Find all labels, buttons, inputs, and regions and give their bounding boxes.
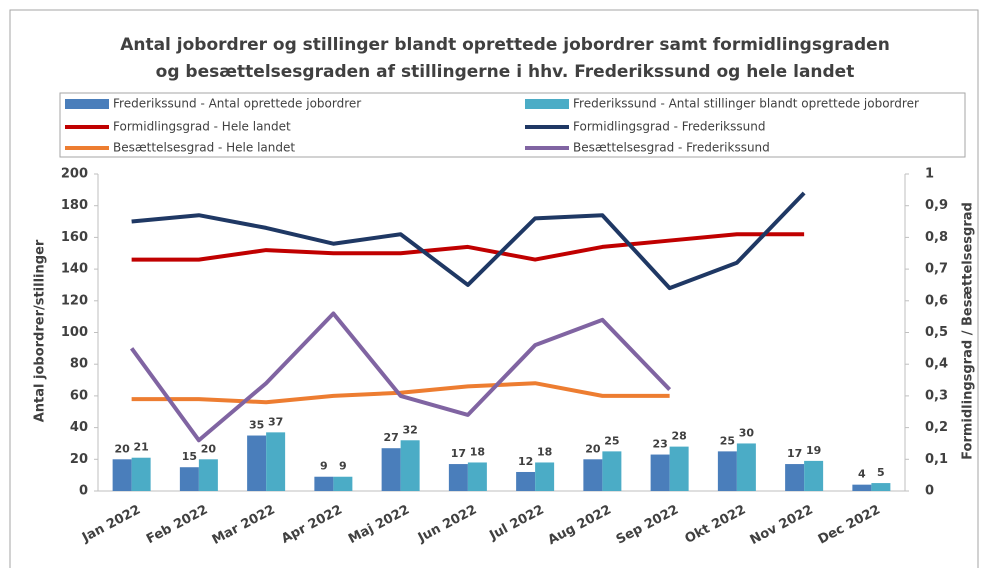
bar-value-label: 15 — [182, 450, 197, 463]
legend-swatch — [65, 99, 109, 109]
y-tick-label: 20 — [70, 452, 88, 467]
y-tick-label: 0 — [79, 484, 88, 499]
bar-value-label: 5 — [877, 466, 885, 479]
legend-label: Besættelsesgrad - Frederikssund — [573, 141, 770, 155]
y-tick-label: 160 — [61, 230, 88, 245]
line-series — [131, 232, 805, 262]
bar-value-label: 23 — [652, 438, 667, 451]
y2-tick-label: 0,8 — [925, 230, 948, 245]
bar — [448, 464, 468, 491]
bar-value-label: 21 — [133, 441, 148, 454]
bar-value-label: 18 — [470, 445, 485, 458]
line-series — [131, 381, 670, 405]
y2-tick-label: 0,1 — [925, 452, 948, 467]
bar — [717, 451, 737, 491]
bar — [516, 471, 536, 491]
chart-title: Antal jobordrer og stillinger blandt opr… — [120, 35, 890, 55]
bar — [602, 451, 622, 491]
y2-tick-label: 0,4 — [925, 357, 948, 372]
legend-label: Formidlingsgrad - Frederikssund — [573, 120, 765, 134]
y2-tick-label: 0,2 — [925, 420, 948, 435]
bar — [669, 446, 689, 491]
line-series — [130, 311, 672, 443]
y2-tick-label: 1 — [925, 167, 934, 182]
bar-value-label: 4 — [858, 468, 866, 481]
chart-frame — [9, 9, 979, 568]
bar — [736, 443, 756, 491]
bar-value-label: 35 — [249, 419, 264, 432]
bar-value-label: 20 — [114, 442, 130, 455]
bar — [381, 448, 401, 491]
y2-tick-label: 0,9 — [925, 198, 948, 213]
bar-value-label: 9 — [339, 460, 347, 473]
chart-title: og besættelsesgraden af stillingerne i h… — [156, 62, 855, 82]
bar-value-label: 25 — [604, 434, 619, 447]
bar — [852, 484, 872, 491]
legend-label: Besættelsesgrad - Hele landet — [113, 141, 295, 155]
y-tick-label: 120 — [61, 293, 88, 308]
y2-tick-label: 0,6 — [925, 293, 948, 308]
line-series — [131, 191, 806, 291]
y-tick-label: 140 — [61, 262, 88, 277]
bar — [535, 462, 555, 491]
bar-value-label: 25 — [720, 434, 735, 447]
y2-tick-label: 0,3 — [925, 388, 948, 403]
y2-tick-label: 0,7 — [925, 262, 948, 277]
legend-swatch — [525, 99, 569, 109]
y-tick-label: 180 — [61, 198, 88, 213]
y-tick-label: 40 — [70, 420, 88, 435]
legend-box — [59, 92, 966, 158]
bar — [804, 460, 824, 491]
bar-value-label: 20 — [201, 442, 217, 455]
bar — [198, 459, 218, 491]
bar — [650, 454, 670, 491]
bar-value-label: 28 — [671, 430, 686, 443]
bar — [179, 467, 199, 491]
bar-value-label: 17 — [451, 447, 466, 460]
bar — [583, 459, 603, 491]
y2-tick-label: 0,5 — [925, 325, 948, 340]
y-tick-label: 200 — [61, 167, 88, 182]
bar — [314, 476, 334, 491]
bar-value-label: 12 — [518, 455, 533, 468]
legend-label: Frederikssund - Antal stillinger blandt … — [573, 97, 919, 111]
bar — [112, 459, 132, 491]
y2-axis-label: Formidlingsgrad / Besættelsesgrad — [961, 202, 976, 460]
legend-label: Formidlingsgrad - Hele landet — [113, 120, 291, 134]
bar-value-label: 27 — [383, 431, 398, 444]
bar — [131, 457, 151, 491]
bar-value-label: 37 — [268, 415, 283, 428]
bar-value-label: 9 — [320, 460, 328, 473]
legend-label: Frederikssund - Antal oprettede jobordre… — [113, 97, 361, 111]
bar-value-label: 17 — [787, 447, 802, 460]
bar — [467, 462, 487, 491]
bar — [785, 464, 805, 491]
y2-tick-label: 0 — [925, 484, 934, 499]
bar — [400, 440, 420, 491]
y-tick-label: 60 — [70, 388, 88, 403]
bar-value-label: 18 — [537, 445, 552, 458]
bar — [333, 476, 353, 491]
bar — [266, 432, 286, 491]
y-tick-label: 80 — [70, 357, 88, 372]
bar-value-label: 20 — [585, 442, 601, 455]
bar — [871, 483, 891, 491]
bar-value-label: 30 — [739, 426, 755, 439]
y-axis-label: Antal jobordrer/stillinger — [33, 239, 48, 422]
y-tick-label: 100 — [61, 325, 88, 340]
bar — [247, 435, 267, 491]
bar-value-label: 32 — [402, 423, 417, 436]
bar-value-label: 19 — [806, 444, 821, 457]
